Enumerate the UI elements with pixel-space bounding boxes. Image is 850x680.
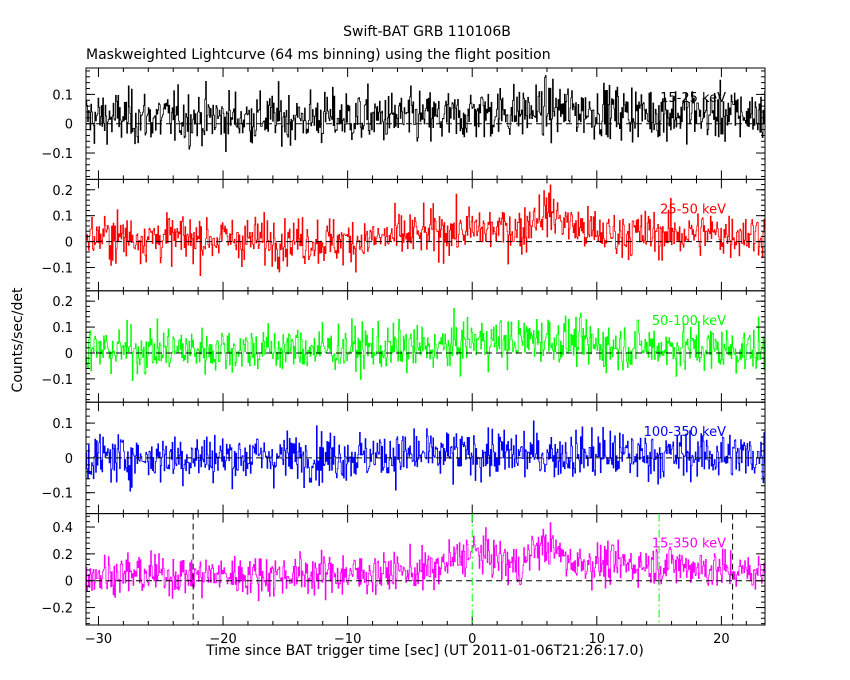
y-tick-label: 0: [65, 118, 73, 133]
panels-group: −0.100.1 15-25 keV−0.100.10.225-50 keV−0.…: [41, 67, 766, 626]
series-line-5: [86, 522, 765, 602]
band-label-5: 15-350 keV: [652, 537, 726, 552]
panel-2: −0.1 0 0.1 0.2 25-50 keV: [41, 178, 766, 292]
series-line-2: [86, 184, 765, 276]
band-label-2: 25-50 keV: [660, 202, 726, 217]
y-tick-label: 0.4: [52, 521, 73, 536]
markers-group: [192, 513, 734, 625]
x-tick-label: −10: [334, 632, 361, 647]
x-axis-ticks: −30 −20 −10 0 10 20: [85, 632, 730, 647]
y-tick-label: −0.1: [41, 487, 73, 502]
y-tick-label: 0: [65, 452, 73, 467]
chart-subtitle: Maskweighted Lightcurve (64 ms binning) …: [86, 47, 551, 63]
y-tick-label: 0.2: [52, 184, 73, 199]
y-tick-label: 0: [65, 347, 73, 362]
x-tick-label: 0: [468, 632, 476, 647]
y-tick-label: −0.1: [41, 147, 73, 162]
y-tick-label: 0.1: [52, 88, 73, 103]
x-axis-label: Time since BAT trigger time [sec] (UT 20…: [205, 643, 644, 659]
x-tick-label: 10: [589, 632, 606, 647]
series-line-4: [86, 420, 765, 492]
x-tick-label: −20: [209, 632, 236, 647]
y-tick-label: 0: [65, 575, 73, 590]
x-tick-label: 20: [713, 632, 730, 647]
series-line-3: [86, 307, 765, 381]
y-tick-label: 0: [65, 236, 73, 251]
y-tick-label: 0.1: [52, 321, 73, 336]
y-tick-label: 0.2: [52, 295, 73, 310]
band-label-3: 50-100 keV: [652, 314, 726, 329]
y-axis-label: Counts/sec/det: [10, 287, 26, 392]
panel-5: −0.2 0 0.2 0.4 15-350 keV: [41, 513, 766, 626]
panel-4: −0.1 0 0.1 100-350 keV: [41, 401, 766, 515]
y-tick-label: −0.1: [41, 261, 73, 276]
panel-frame: [85, 513, 766, 626]
band-label-4: 100-350 keV: [644, 425, 727, 440]
panel-1: −0.1 0 0.1 15-25 keV: [41, 67, 766, 180]
y-tick-label: 0.2: [52, 548, 73, 563]
series-line-1: [86, 75, 765, 152]
y-tick-label: −0.1: [41, 373, 73, 388]
x-tick-label: −30: [85, 632, 112, 647]
y-tick-label: −0.2: [41, 602, 73, 617]
chart-title: Swift-BAT GRB 110106B: [343, 24, 511, 40]
band-label-1: 15-25 keV: [660, 91, 726, 106]
y-tick-label: 0.1: [52, 210, 73, 225]
y-tick-label: 0.1: [52, 417, 73, 432]
panel-3: −0.1 0 0.1 0.2 50-100 keV: [41, 290, 766, 403]
